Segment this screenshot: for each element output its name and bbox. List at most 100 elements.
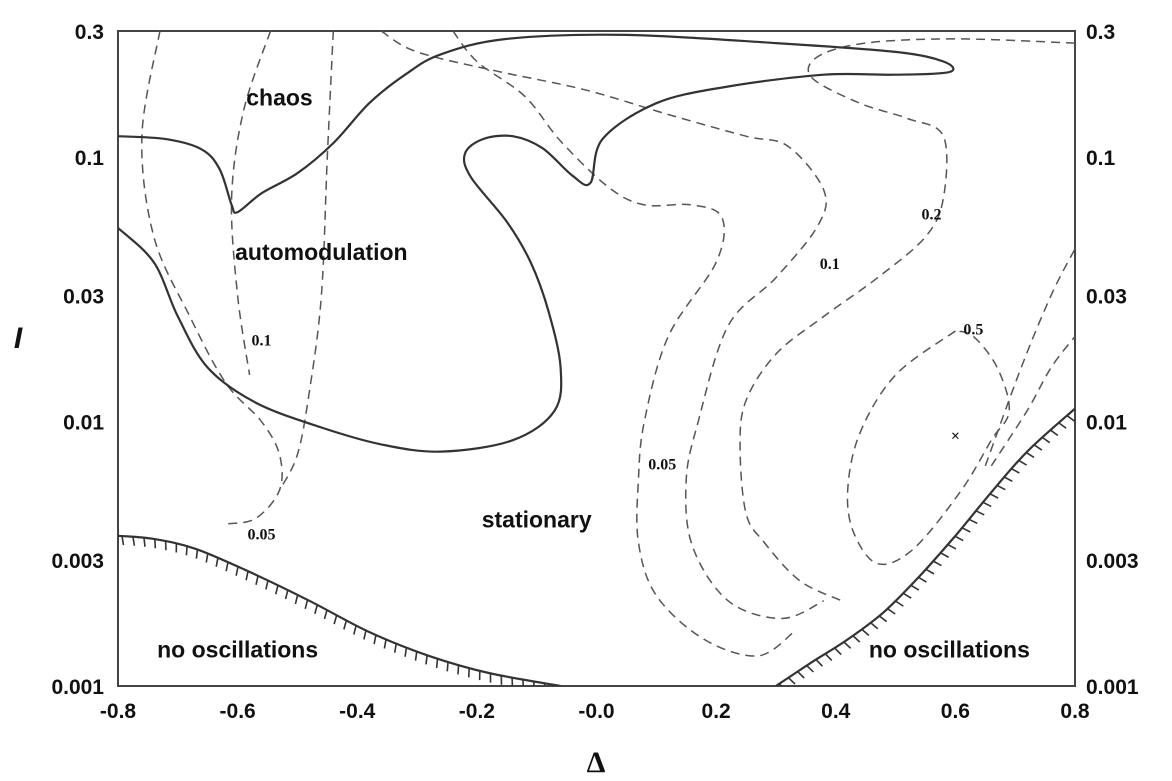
hatch-tick	[902, 592, 912, 599]
contour-label: 0.05	[648, 457, 676, 474]
hatch-tick	[373, 634, 377, 645]
hatch-tick	[806, 664, 814, 673]
hatch-tick	[314, 604, 319, 614]
hatch-tick	[121, 535, 125, 546]
hatch-tick	[185, 546, 188, 556]
x-tick-label: 0.6	[941, 700, 970, 723]
hatch-tick	[225, 561, 229, 572]
hatch-tick	[975, 510, 985, 516]
y-tick-label-left: 0.03	[63, 285, 104, 308]
contour-line-6	[846, 330, 1010, 566]
hatch-tick	[834, 647, 842, 656]
contour-label: 0.5	[963, 322, 983, 339]
y-tick-label-right: 0.03	[1086, 285, 1127, 308]
hatch-tick	[132, 536, 136, 546]
y-tick-label-right: 0.3	[1086, 21, 1115, 44]
hatch-tick	[870, 622, 879, 630]
hatch-tick	[205, 553, 209, 563]
x-tick-label: 0.4	[821, 700, 851, 723]
region-label-no-oscillations: no oscillations	[869, 637, 1030, 663]
hatch-tick	[235, 566, 239, 576]
hatch-tick	[323, 609, 328, 620]
hatch-tick	[363, 630, 367, 640]
hatch-tick	[353, 625, 357, 635]
hatch-tick	[1010, 467, 1020, 474]
y-tick-label-right: 0.001	[1086, 676, 1139, 699]
optimum-marker: ×	[951, 428, 960, 445]
contour-label: 0.1	[820, 256, 840, 273]
contour-line-7	[984, 248, 1075, 467]
contour-layer	[141, 31, 1075, 657]
hatch-tick	[215, 557, 219, 567]
region-label-stationary: stationary	[482, 506, 592, 532]
y-tick-label-right: 0.003	[1086, 550, 1139, 573]
hatch-tick	[1066, 414, 1075, 422]
x-tick-label: 0.8	[1060, 700, 1090, 723]
contour-line-8	[990, 335, 1075, 467]
x-axis-label: Δ	[587, 746, 606, 779]
hatch-tick	[255, 575, 259, 585]
y-tick-label-left: 0.001	[51, 676, 104, 699]
hatch-tick	[968, 518, 978, 525]
region-boundary-layer	[118, 33, 955, 453]
x-tick-label: -0.4	[339, 700, 376, 723]
hatch-tick	[457, 665, 460, 675]
hatch-tick	[887, 608, 896, 615]
hatch-tick	[910, 584, 920, 591]
hatch-tick	[383, 639, 387, 649]
hatch-tick	[787, 677, 796, 685]
hatch-tick	[1058, 422, 1067, 429]
hatch-tick	[333, 615, 338, 625]
contour-labels: 0.1 0.05 0.05 0.1 0.2 0.5	[248, 206, 984, 543]
hatch-tick	[294, 594, 299, 605]
hatch-tick	[796, 671, 805, 679]
hatch-tick	[996, 484, 1006, 491]
hatch-tick	[843, 641, 852, 649]
hatch-tick	[940, 552, 950, 558]
hatch-tick	[861, 628, 870, 637]
region-label-automodulation: automodulation	[235, 239, 407, 265]
region-labels: chaos automodulation stationary no oscillat…	[157, 85, 1030, 663]
contour-line-1	[230, 31, 272, 376]
hatch-tick	[343, 620, 348, 630]
y-tick-label-left: 0.01	[63, 412, 104, 435]
hatch-tick	[918, 576, 927, 583]
hatch-tick	[961, 527, 971, 533]
x-tick-labels: -0.8 -0.6 -0.4 -0.2 -0.0 0.2 0.4 0.6 0.8	[100, 700, 1090, 723]
hatch-tick	[815, 659, 823, 667]
y-tick-label-left: 0.003	[51, 550, 104, 573]
hatch-tick	[954, 535, 964, 542]
y-tick-label-left: 0.3	[75, 21, 104, 44]
hatched-boundary-layer	[118, 407, 1075, 686]
y-tick-label-left: 0.1	[75, 147, 105, 170]
hatch-tick	[245, 571, 249, 581]
y-tick-label-right: 0.1	[1086, 147, 1116, 170]
plot-frame	[117, 30, 1076, 687]
contour-line-2	[278, 31, 335, 491]
x-tick-label: -0.6	[220, 700, 256, 723]
hatch-tick	[989, 493, 999, 499]
contour-line-5	[739, 38, 1075, 602]
hatch-tick	[1041, 436, 1051, 444]
hatch-tick	[1049, 429, 1059, 437]
y-tick-labels-left: 0.001 0.003 0.01 0.03 0.1 0.3	[51, 21, 104, 699]
hatch-tick	[265, 580, 269, 590]
hatch-tick	[393, 643, 397, 653]
hatch-tick	[895, 600, 904, 607]
contour-label: 0.05	[248, 526, 276, 543]
contour-line-3	[452, 31, 795, 657]
hatch-tick	[925, 568, 935, 575]
hatch-tick	[1033, 444, 1043, 451]
hatch-tick	[284, 589, 289, 600]
x-tick-label: 0.2	[702, 700, 731, 723]
hatch-tick	[404, 647, 408, 657]
region-label-chaos: chaos	[246, 85, 312, 111]
hatch-tick	[195, 549, 199, 559]
hatch-tick	[274, 585, 279, 595]
hatch-tick	[1025, 451, 1035, 459]
x-tick-label: -0.2	[459, 700, 495, 723]
region-label-no-oscillations: no oscillations	[157, 637, 318, 663]
y-tick-label-right: 0.01	[1086, 412, 1127, 435]
hatch-tick	[878, 615, 888, 623]
